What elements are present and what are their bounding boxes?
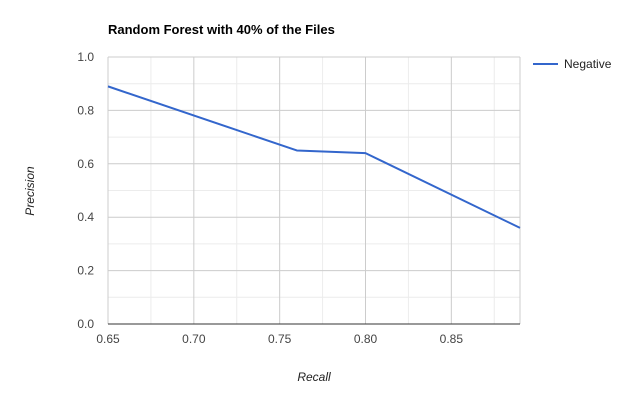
legend[interactable]: Negative bbox=[533, 57, 612, 71]
x-axis-ticks: 0.65 0.70 0.75 0.80 0.85 bbox=[96, 332, 463, 346]
y-tick-label: 0.2 bbox=[77, 264, 94, 278]
y-tick-label: 1.0 bbox=[77, 50, 94, 64]
y-axis-ticks: 0.0 0.2 0.4 0.6 0.8 1.0 bbox=[77, 50, 94, 331]
y-tick-label: 0.4 bbox=[77, 210, 94, 224]
x-tick-label: 0.65 bbox=[96, 332, 120, 346]
minor-gridlines bbox=[108, 57, 520, 324]
legend-label: Negative bbox=[564, 57, 612, 71]
major-gridlines bbox=[107, 56, 521, 324]
x-axis-title: Recall bbox=[297, 370, 331, 384]
y-tick-label: 0.6 bbox=[77, 157, 94, 171]
y-tick-label: 0.8 bbox=[77, 103, 94, 117]
x-tick-label: 0.80 bbox=[354, 332, 378, 346]
x-tick-label: 0.85 bbox=[440, 332, 464, 346]
y-tick-label: 0.0 bbox=[77, 317, 94, 331]
x-tick-label: 0.70 bbox=[182, 332, 206, 346]
x-tick-label: 0.75 bbox=[268, 332, 292, 346]
series-layer bbox=[107, 85, 521, 229]
chart-title: Random Forest with 40% of the Files bbox=[108, 22, 335, 37]
y-axis-title: Precision bbox=[23, 166, 37, 216]
series-line-negative[interactable] bbox=[107, 85, 521, 229]
